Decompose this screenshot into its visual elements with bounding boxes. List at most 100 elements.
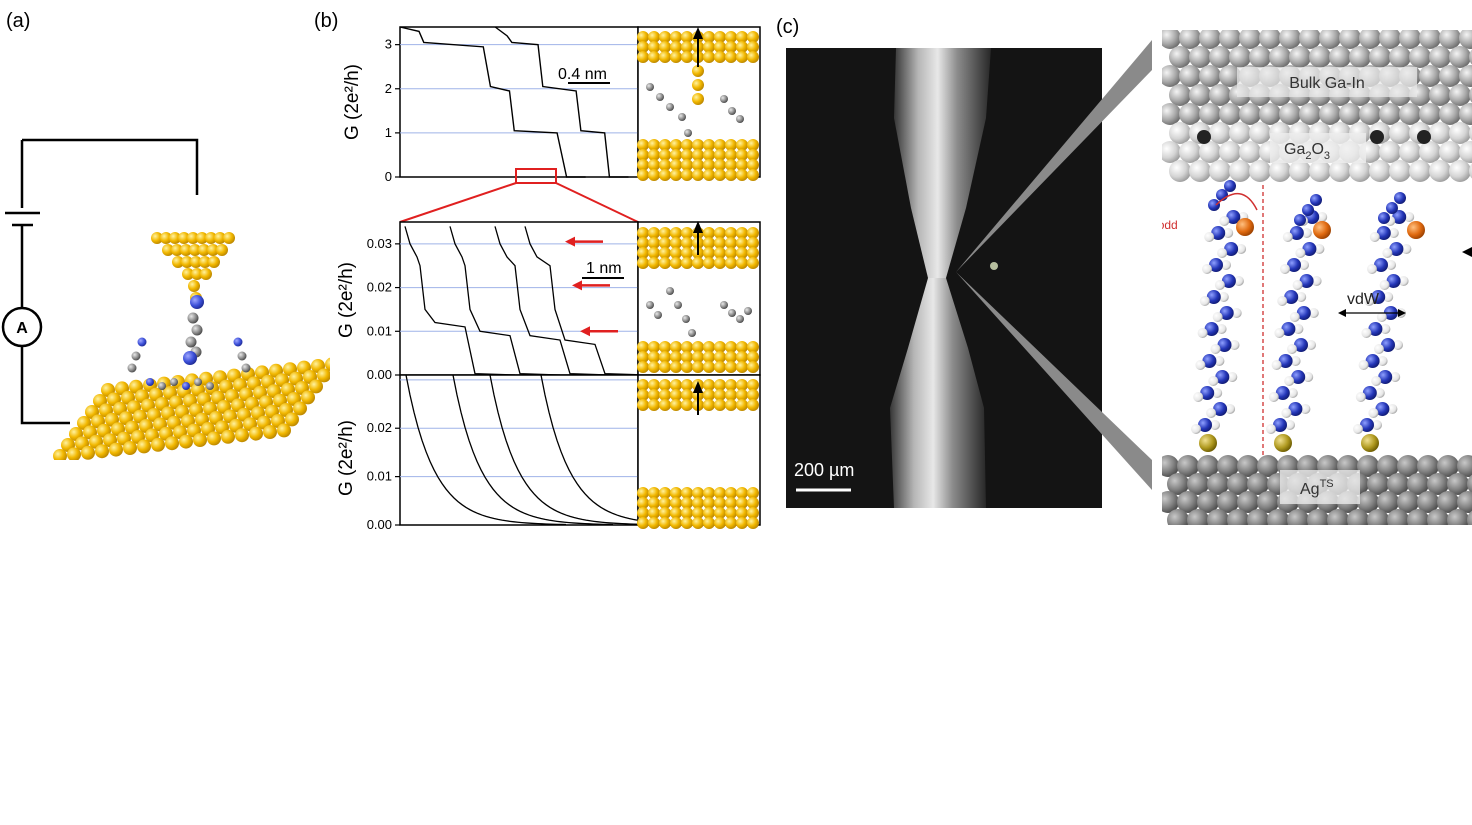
ag-atom	[1177, 455, 1199, 477]
inset-gold-atom	[736, 31, 748, 43]
hydrogen-atom	[1191, 424, 1201, 434]
oxygen-atom	[1197, 130, 1211, 144]
tip-atom	[178, 232, 190, 244]
hydrogen-atom	[1225, 404, 1236, 414]
substrate-atom	[235, 428, 249, 443]
inset-gold-atom	[681, 389, 693, 401]
ag-atom	[1347, 509, 1369, 525]
gain-atom	[1279, 103, 1301, 125]
ag-atom	[1177, 491, 1199, 513]
inset-gold-atom	[703, 51, 715, 63]
panel-label-a: (a)	[6, 10, 31, 32]
carbon-atom	[1281, 322, 1296, 336]
inset-gold-atom	[725, 389, 737, 401]
inset-gold-atom	[637, 487, 649, 499]
inset-gold-atom	[747, 507, 759, 519]
hydrogen-atom	[1277, 296, 1288, 306]
gain-atom	[1359, 103, 1381, 125]
hydrogen-atom	[1233, 276, 1244, 286]
gain-atom	[1429, 46, 1451, 68]
gain-atom	[1249, 46, 1271, 68]
gain-atom	[1169, 46, 1191, 68]
tip-atom	[191, 268, 203, 280]
gain-atom	[1209, 160, 1231, 182]
substrate-atom	[165, 436, 179, 451]
inset-gold-atom	[659, 351, 671, 363]
pull-arrowhead	[693, 221, 703, 233]
inset-gold-atom	[670, 237, 682, 249]
gain-atom	[1409, 46, 1431, 68]
substrate-atom	[67, 447, 81, 460]
gain-atom	[1179, 30, 1201, 49]
inset-gold-atom	[703, 487, 715, 499]
inset-gold-atom	[637, 139, 649, 151]
carbon-atom	[1386, 274, 1401, 288]
inset-gold-atom	[648, 351, 660, 363]
zoom-line-left	[399, 182, 517, 223]
inset-gold-atom	[736, 227, 748, 239]
ag-atom	[1257, 491, 1279, 513]
inset-gold-atom	[692, 341, 704, 353]
inset-gold-atom	[714, 517, 726, 529]
gain-atom	[1189, 46, 1211, 68]
middle-plot-ticks: 0.00 0.01 0.02 0.03	[367, 236, 400, 382]
inset-gold-atom	[714, 487, 726, 499]
ag-atom	[1407, 473, 1429, 495]
zoom-line-right	[555, 182, 639, 223]
inset-gold-atom	[714, 507, 726, 519]
hydrogen-atom	[1206, 408, 1217, 418]
ag-atom	[1437, 491, 1459, 513]
conductance-traces-figure: 0 1 2 3 G (2e²/h) 0.4 nm 0.00 0.01 0.02 0.03 G…	[336, 26, 761, 532]
inset-molecule-atom	[684, 129, 692, 137]
oxide-label: Ga2O3	[1284, 141, 1330, 162]
inset-gold-atom	[736, 497, 748, 509]
inset-gold-atom	[648, 399, 660, 411]
inset-gold-atom	[703, 517, 715, 529]
inset-gold-atom	[659, 379, 671, 391]
gain-atom	[1459, 103, 1472, 125]
gain-atom	[1289, 160, 1311, 182]
ag-atom	[1417, 455, 1439, 477]
tick-label: 0.02	[367, 280, 392, 295]
hydrogen-atom	[1369, 232, 1380, 242]
inset-gold-atom	[648, 487, 660, 499]
gain-atom	[1319, 103, 1341, 125]
gain-atom	[1369, 46, 1391, 68]
inset-gold-atom	[670, 341, 682, 353]
inset-gold-atom	[692, 169, 704, 181]
substrate-atom	[301, 390, 315, 405]
hydrogen-atom	[1280, 264, 1290, 274]
bulk-label: Bulk Ga-In	[1289, 75, 1365, 92]
ag-atom	[1237, 455, 1259, 477]
inset-gold-atom	[681, 51, 693, 63]
inset-gold-atom	[681, 247, 693, 259]
inset-gold-atom	[659, 399, 671, 411]
carbon-atom	[1215, 370, 1230, 384]
inset-molecule-atom	[728, 309, 736, 317]
inset-gold-atom	[736, 51, 748, 63]
inset-gold-atom	[692, 65, 704, 77]
carbon-atom	[1208, 199, 1220, 211]
substrate-atom	[221, 429, 235, 444]
gain-atom	[1449, 84, 1471, 106]
conductance-trace	[399, 26, 586, 178]
carbon-atom	[191, 324, 203, 336]
hydrogen-atom	[1376, 312, 1387, 322]
inset-gold-atom	[659, 159, 671, 171]
lying-molecule-atom	[182, 382, 190, 390]
inset-gold-atom	[670, 247, 682, 259]
gain-atom	[1399, 141, 1421, 163]
inset-gold-atom	[725, 247, 737, 259]
inset-gold-atom	[637, 517, 649, 529]
inset-gold-atom	[747, 139, 759, 151]
ag-atom	[1207, 473, 1229, 495]
hydrogen-atom	[1229, 340, 1240, 350]
inset-gold-atom	[692, 93, 704, 105]
inset-gold-atom	[648, 341, 660, 353]
gain-atom	[1239, 103, 1261, 125]
inset-gold-atom	[703, 507, 715, 519]
ag-atom	[1427, 473, 1449, 495]
inset-gold-atom	[747, 237, 759, 249]
ag-atom	[1162, 491, 1179, 513]
gain-atom	[1329, 46, 1351, 68]
